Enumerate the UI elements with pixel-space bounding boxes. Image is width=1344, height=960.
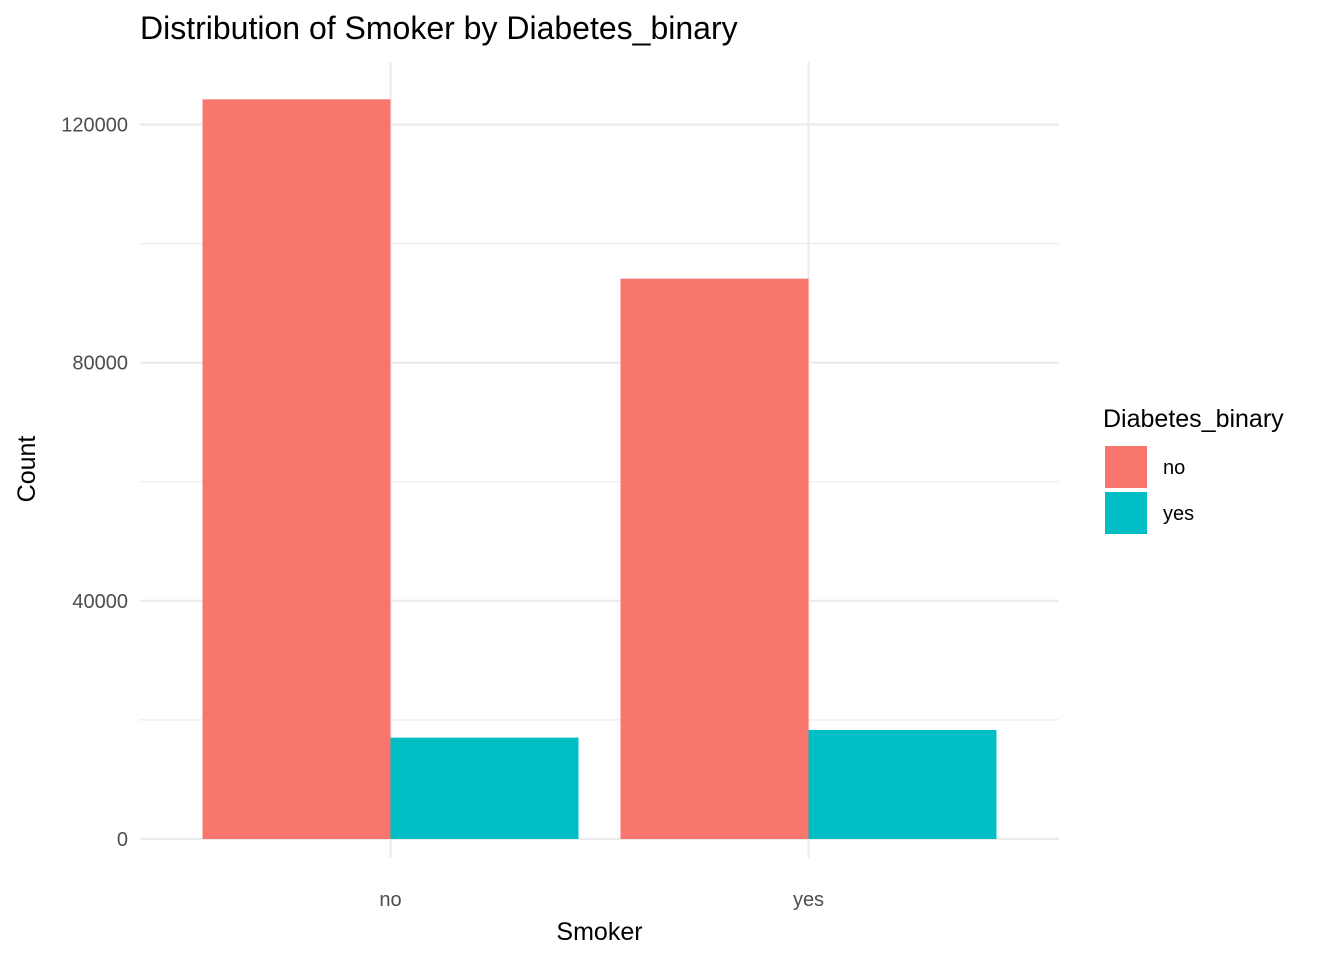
bar-yes-yes [808, 729, 997, 839]
y-tick-label: 0 [117, 829, 128, 851]
y-tick-label: 80000 [72, 353, 128, 375]
y-tick-label: 40000 [72, 591, 128, 613]
bar-no-yes [390, 737, 579, 839]
legend-key-yes [1105, 492, 1147, 534]
legend-label-no: no [1163, 457, 1185, 479]
bar-no-no [202, 99, 391, 839]
y-axis-ticks: 0 40000 80000 120000 [61, 115, 128, 852]
y-axis-title: Count [13, 436, 41, 503]
legend: Diabetes_binary no yes [1103, 405, 1284, 534]
bars [202, 99, 997, 839]
x-axis-ticks: no yes [379, 889, 824, 911]
x-tick-label: no [379, 889, 401, 911]
y-tick-label: 120000 [61, 115, 128, 137]
legend-title: Diabetes_binary [1103, 405, 1284, 433]
x-axis-title: Smoker [556, 918, 642, 946]
chart-title: Distribution of Smoker by Diabetes_binar… [140, 10, 738, 46]
legend-key-no [1105, 446, 1147, 488]
legend-label-yes: yes [1163, 503, 1194, 525]
x-tick-label: yes [793, 889, 824, 911]
bar-yes-no [620, 278, 809, 839]
